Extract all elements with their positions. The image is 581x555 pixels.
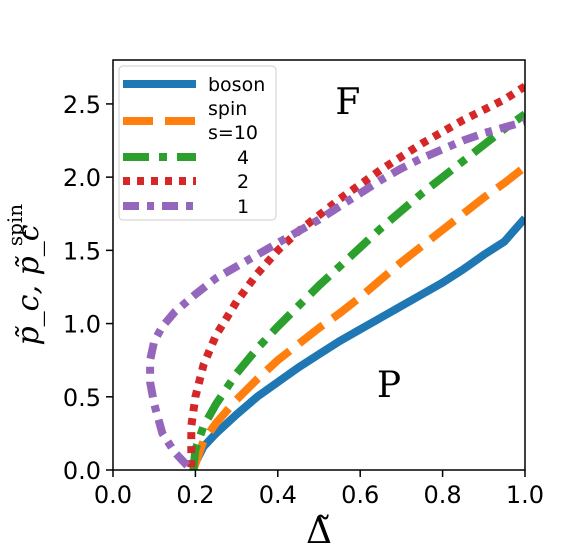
ticks: 0.0 0.2 0.4 0.6 0.8 1.0 0.0 0.5 1.0 1.5 2.0 2.5	[63, 91, 544, 509]
x-tick-label: 0.8	[424, 481, 462, 509]
legend-box	[118, 65, 277, 221]
series-line-4	[189, 110, 525, 470]
y-tick-label: 2.0	[63, 164, 101, 192]
y-tick-label: 1.0	[63, 311, 101, 339]
legend-label: 4	[237, 147, 249, 169]
plot-area	[146, 83, 525, 470]
y-tick-label: 0.0	[63, 457, 101, 485]
legend-label: 1	[237, 196, 249, 218]
x-tick-label: 0.4	[259, 481, 297, 509]
x-tick-label: 0.2	[176, 481, 214, 509]
region-label-f: F	[335, 82, 360, 123]
y-axis-label-main: p̃_c, p̃_c	[11, 224, 46, 345]
x-axis-label: Δ̃	[306, 511, 332, 550]
y-tick-label: 1.5	[63, 237, 101, 265]
region-label-p: P	[377, 365, 401, 406]
y-tick-label: 0.5	[63, 384, 101, 412]
legend-label: s=10	[208, 122, 258, 144]
legend-label: boson	[208, 74, 265, 96]
legend-label: spin	[208, 98, 247, 120]
annotations: FP	[335, 82, 401, 406]
series-line-s-10	[189, 163, 525, 470]
series-line-2	[187, 83, 525, 468]
y-axis-label-superscript: spin	[3, 204, 27, 246]
x-tick-label: 0.0	[94, 481, 132, 509]
series-line-boson	[189, 215, 525, 470]
x-tick-label: 1.0	[506, 481, 544, 509]
legend-label: 2	[237, 171, 249, 193]
y-axis-label: p̃_c, p̃_c spin	[3, 204, 46, 346]
x-tick-label: 0.6	[341, 481, 379, 509]
series-line-1	[146, 117, 525, 469]
axes-frame	[112, 59, 526, 471]
y-tick-label: 2.5	[63, 91, 101, 119]
